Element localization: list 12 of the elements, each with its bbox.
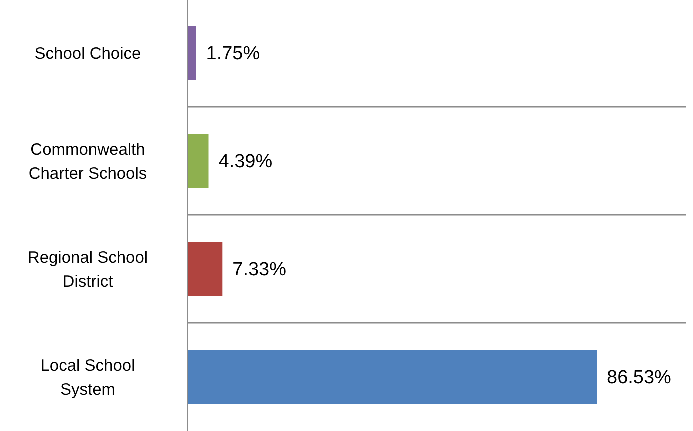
y-tick-label: Commonwealth Charter Schools <box>28 140 148 183</box>
bar <box>188 134 209 188</box>
y-tick-label: Local School System <box>40 356 136 399</box>
bar <box>188 350 597 404</box>
data-label: 86.53% <box>607 368 672 389</box>
bar <box>188 26 196 80</box>
y-tick-label: Regional School District <box>28 248 148 291</box>
y-tick-label: School Choice <box>34 44 142 63</box>
data-label: 7.33% <box>232 260 287 281</box>
bar <box>188 242 223 296</box>
data-label: 4.39% <box>218 152 273 173</box>
data-label: 1.75% <box>206 44 260 65</box>
